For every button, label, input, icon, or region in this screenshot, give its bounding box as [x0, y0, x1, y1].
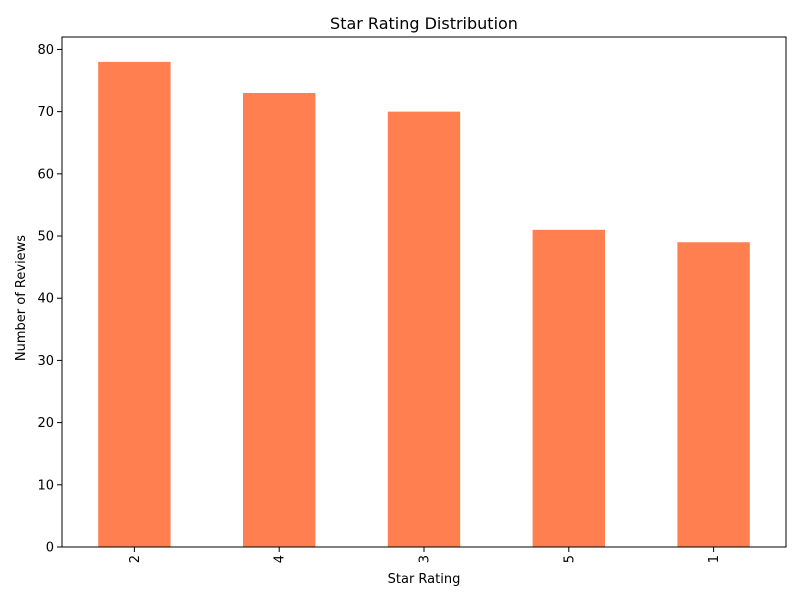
plot-frame — [61, 36, 787, 548]
chart-title: Star Rating Distribution — [330, 14, 518, 33]
bar-2 — [98, 61, 171, 547]
plot-area: 0 10 20 30 40 50 60 70 80 2 4 3 5 1 — [37, 36, 787, 563]
y-tick-label-30: 30 — [37, 354, 54, 369]
x-tick-label-4: 4 — [273, 555, 288, 563]
y-tick-label-10: 10 — [37, 478, 54, 493]
x-tick-label-3: 3 — [418, 555, 433, 563]
x-axis-label: Star Rating — [388, 572, 461, 587]
y-tick-label-0: 0 — [46, 541, 54, 556]
y-tick-label-20: 20 — [37, 416, 54, 431]
x-tick-label-2: 2 — [128, 555, 143, 563]
x-tick-label-1: 1 — [707, 555, 722, 563]
y-tick-label-60: 60 — [37, 167, 54, 182]
y-tick-label-70: 70 — [37, 105, 54, 120]
bar-1 — [677, 242, 750, 548]
y-tick-label-50: 50 — [37, 230, 54, 245]
y-tick-label-80: 80 — [37, 43, 54, 58]
bar-5 — [532, 229, 605, 548]
x-tick-label-5: 5 — [562, 555, 577, 563]
y-tick-label-40: 40 — [37, 292, 54, 307]
bar-4 — [243, 92, 316, 547]
y-axis-label: Number of Reviews — [14, 235, 29, 361]
bar-3 — [387, 111, 461, 547]
